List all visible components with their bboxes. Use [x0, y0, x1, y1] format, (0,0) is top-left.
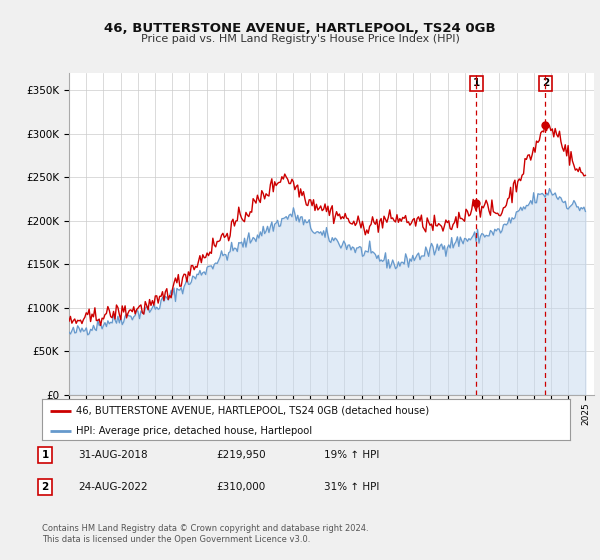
Text: 46, BUTTERSTONE AVENUE, HARTLEPOOL, TS24 0GB: 46, BUTTERSTONE AVENUE, HARTLEPOOL, TS24…: [104, 22, 496, 35]
Text: £219,950: £219,950: [216, 450, 266, 460]
Text: 31% ↑ HPI: 31% ↑ HPI: [324, 482, 379, 492]
Text: 1: 1: [473, 78, 480, 88]
Text: 2: 2: [542, 78, 549, 88]
Text: £310,000: £310,000: [216, 482, 265, 492]
Text: Contains HM Land Registry data © Crown copyright and database right 2024.: Contains HM Land Registry data © Crown c…: [42, 524, 368, 533]
Text: 19% ↑ HPI: 19% ↑ HPI: [324, 450, 379, 460]
Text: HPI: Average price, detached house, Hartlepool: HPI: Average price, detached house, Hart…: [76, 426, 313, 436]
Text: 46, BUTTERSTONE AVENUE, HARTLEPOOL, TS24 0GB (detached house): 46, BUTTERSTONE AVENUE, HARTLEPOOL, TS24…: [76, 405, 430, 416]
Text: This data is licensed under the Open Government Licence v3.0.: This data is licensed under the Open Gov…: [42, 535, 310, 544]
Text: 2: 2: [41, 482, 49, 492]
Text: Price paid vs. HM Land Registry's House Price Index (HPI): Price paid vs. HM Land Registry's House …: [140, 34, 460, 44]
Text: 1: 1: [41, 450, 49, 460]
Text: 31-AUG-2018: 31-AUG-2018: [78, 450, 148, 460]
Text: 24-AUG-2022: 24-AUG-2022: [78, 482, 148, 492]
